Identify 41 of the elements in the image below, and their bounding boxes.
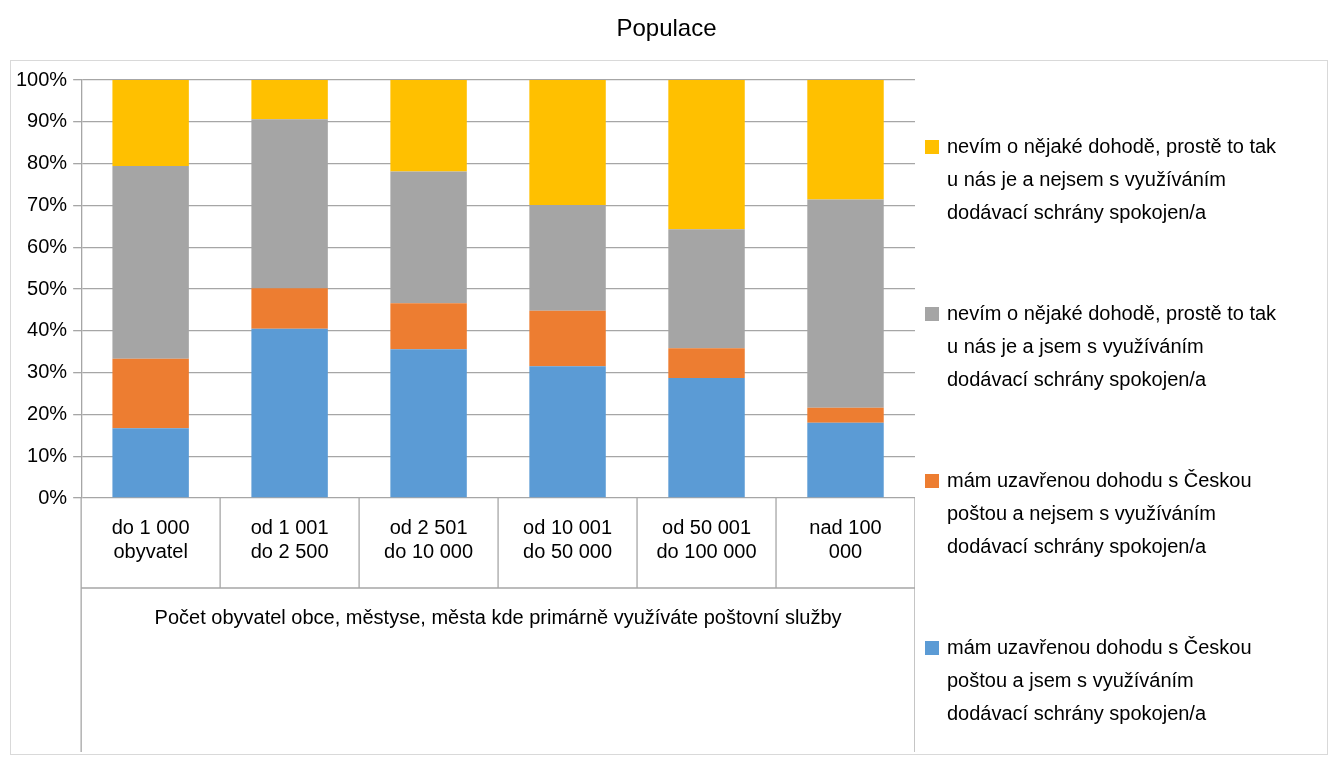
x-tick-label: od 1 001 do 2 500 bbox=[250, 515, 329, 562]
legend-label: mám uzavřenou dohodu s Českou poštou a nejsem s využíváním dodávací schrány spokojen/a bbox=[947, 468, 1253, 559]
chart-title: Populace bbox=[615, 14, 718, 42]
legend-label: nevím o nějaké dohodě, prostě to tak u nás je a nejsem s využíváním dodávací schrány spokojen/a bbox=[947, 134, 1277, 225]
legend-label: nevím o nějaké dohodě, prostě to tak u nás je a jsem s využíváním dodávací schrány spokojen/a bbox=[947, 301, 1277, 392]
bar bbox=[807, 80, 884, 200]
bar bbox=[390, 80, 467, 172]
bar bbox=[529, 366, 606, 498]
bar bbox=[390, 303, 467, 350]
bar bbox=[529, 80, 606, 205]
x-tick-label: nad 100 000 bbox=[809, 515, 882, 562]
y-tick-label: 100% bbox=[16, 67, 68, 90]
y-tick-label: 70% bbox=[27, 192, 68, 215]
y-tick-label: 40% bbox=[27, 318, 68, 341]
bar bbox=[668, 348, 745, 379]
bar bbox=[112, 428, 189, 498]
x-tick-label: od 2 501 do 10 000 bbox=[384, 515, 474, 562]
bar bbox=[251, 288, 328, 329]
legend-label: mám uzavřenou dohodu s Českou poštou a jsem s využíváním dodávací schrány spokojen/a bbox=[947, 635, 1253, 726]
x-tick-label: od 10 001 do 50 000 bbox=[523, 515, 613, 562]
bar bbox=[668, 378, 745, 498]
y-tick-label: 80% bbox=[27, 151, 68, 174]
bar bbox=[807, 422, 884, 498]
bar bbox=[112, 358, 189, 429]
y-tick-label: 30% bbox=[27, 360, 68, 383]
y-tick-label: 50% bbox=[27, 276, 68, 299]
bar bbox=[807, 407, 884, 423]
y-tick-label: 0% bbox=[38, 485, 68, 508]
x-axis-title: Počet obyvatel obce, městyse, města kde primárně využíváte poštovní služby bbox=[154, 605, 842, 628]
y-tick-label: 20% bbox=[27, 401, 68, 424]
bar bbox=[251, 80, 328, 120]
bar bbox=[529, 310, 606, 367]
y-tick-label: 60% bbox=[27, 234, 68, 257]
bar bbox=[390, 349, 467, 498]
y-tick-label: 10% bbox=[27, 443, 68, 466]
y-tick-label: 90% bbox=[27, 109, 68, 132]
x-tick-label: od 50 001 do 100 000 bbox=[656, 515, 757, 562]
bar bbox=[251, 328, 328, 498]
bar bbox=[112, 80, 189, 167]
x-tick-label: do 1 000 obyvatel bbox=[111, 515, 190, 562]
bar bbox=[668, 80, 745, 230]
